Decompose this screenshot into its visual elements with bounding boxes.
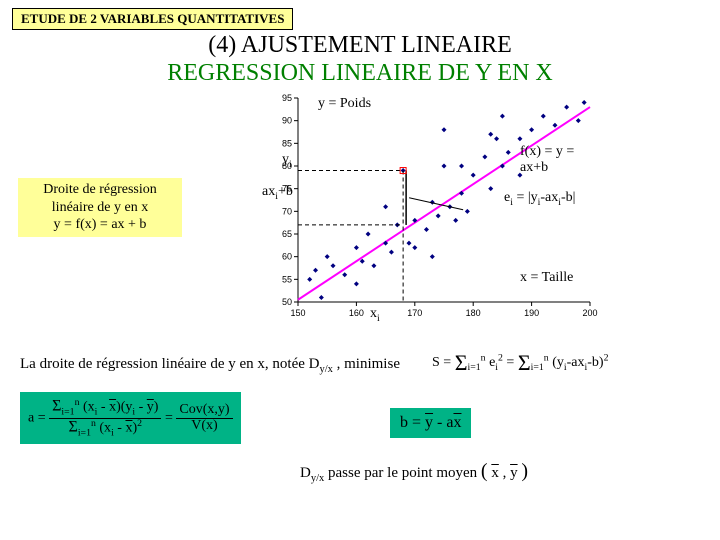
y-axis-label: y = Poids bbox=[318, 96, 371, 112]
formula-s: S = Σi=1n ei2 = Σi=1n (yi-axi-b)2 bbox=[432, 350, 608, 376]
svg-text:85: 85 bbox=[282, 138, 292, 148]
svg-text:70: 70 bbox=[282, 206, 292, 216]
title-line2: REGRESSION LINEAIRE DE Y EN X bbox=[12, 60, 708, 88]
left-description-box: Droite de régression linéaire de y en x … bbox=[18, 178, 182, 237]
xi-label: xi bbox=[370, 306, 380, 324]
svg-text:55: 55 bbox=[282, 274, 292, 284]
formula-b-box: b = y - ax bbox=[390, 408, 471, 438]
svg-text:65: 65 bbox=[282, 229, 292, 239]
pass-sub: y/x bbox=[311, 473, 324, 484]
svg-text:190: 190 bbox=[524, 308, 539, 318]
dyx-sub: y/x bbox=[319, 364, 332, 375]
svg-text:60: 60 bbox=[282, 252, 292, 262]
svg-text:95: 95 bbox=[282, 93, 292, 103]
svg-text:200: 200 bbox=[582, 308, 597, 318]
svg-text:180: 180 bbox=[466, 308, 481, 318]
chart-svg: 50556065707580859095150160170180190200 bbox=[240, 92, 600, 330]
svg-text:150: 150 bbox=[290, 308, 305, 318]
formula-a-box: a = Σi=1n (xi - x)(yi - y)Σi=1n (xi - x)… bbox=[20, 392, 241, 444]
left-l2: linéaire de y en x bbox=[20, 199, 180, 217]
title-line1: (4) AJUSTEMENT LINEAIRE bbox=[12, 32, 708, 60]
svg-text:160: 160 bbox=[349, 308, 364, 318]
header-tag: ETUDE DE 2 VARIABLES QUANTITATIVES bbox=[12, 8, 293, 30]
bottom-b: , minimise bbox=[333, 356, 400, 372]
scatter-chart: 50556065707580859095150160170180190200 y… bbox=[240, 92, 600, 330]
pass-line: Dy/x passe par le point moyen ( x , y ) bbox=[300, 460, 528, 484]
svg-text:170: 170 bbox=[407, 308, 422, 318]
svg-text:90: 90 bbox=[282, 116, 292, 126]
ei-label: ei = |yi-axi-b| bbox=[504, 190, 575, 208]
regression-line-label: f(x) = y = ax+b bbox=[520, 144, 600, 176]
yi-label: yi bbox=[282, 152, 292, 170]
pass-mid: passe par le point moyen bbox=[328, 465, 481, 481]
left-l3: y = f(x) = ax + b bbox=[20, 216, 180, 234]
bottom-a: La droite de régression linéaire de y en… bbox=[20, 356, 319, 372]
svg-text:50: 50 bbox=[282, 297, 292, 307]
left-l1: Droite de régression bbox=[20, 181, 180, 199]
title-block: (4) AJUSTEMENT LINEAIRE REGRESSION LINEA… bbox=[12, 32, 708, 87]
axib-label: axi+b bbox=[262, 184, 293, 202]
x-axis-label: x = Taille bbox=[520, 270, 573, 286]
